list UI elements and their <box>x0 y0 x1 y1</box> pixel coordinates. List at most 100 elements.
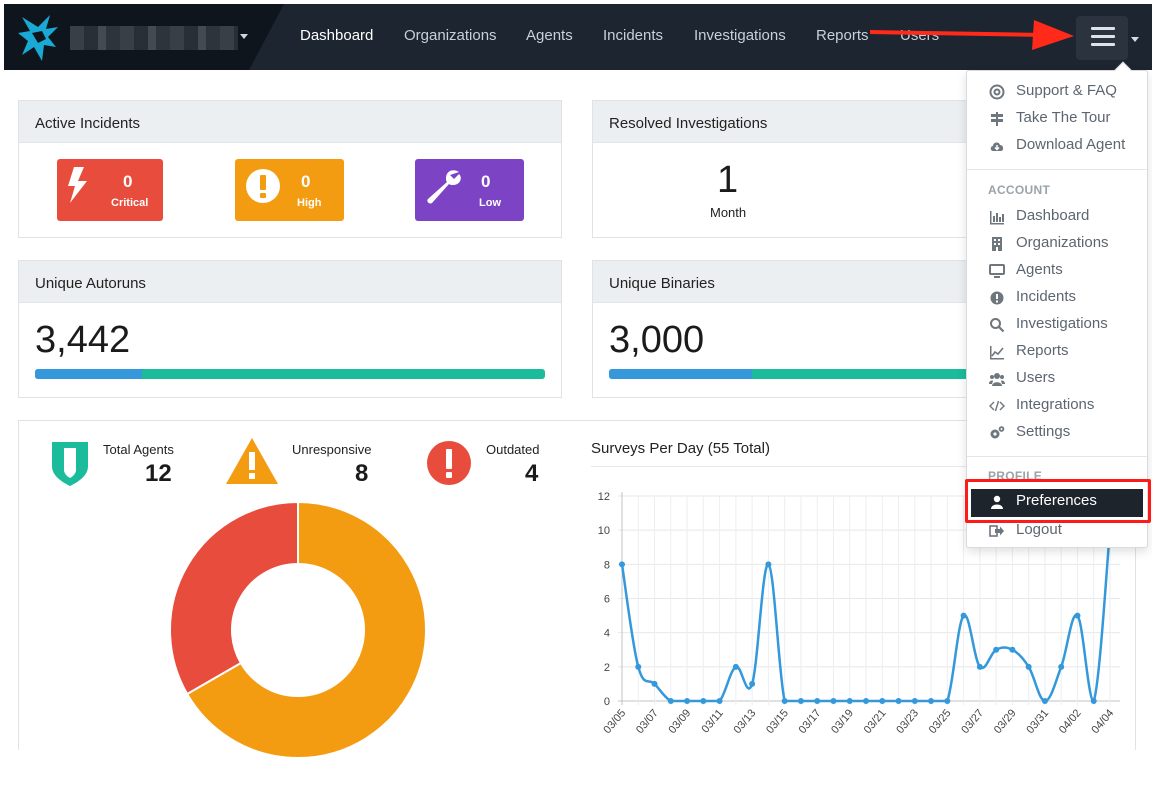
donut-slice-unresponsive[interactable] <box>185 500 427 759</box>
menu-item-settings[interactable]: Settings <box>967 422 1147 449</box>
data-point[interactable] <box>976 663 983 670</box>
building-icon <box>992 237 1002 251</box>
data-point[interactable] <box>1009 646 1016 653</box>
x-tick-label: 03/15 <box>764 707 791 736</box>
data-point[interactable] <box>846 698 853 704</box>
divider <box>967 456 1147 457</box>
sign-out-icon <box>989 525 1004 537</box>
x-tick-label: 03/17 <box>797 707 824 736</box>
code-icon <box>989 400 1005 412</box>
x-tick-label: 03/31 <box>1024 707 1051 736</box>
menu-item-label: Agents <box>1016 261 1063 278</box>
wrench-icon <box>427 170 461 204</box>
nav-dashboard[interactable]: Dashboard <box>300 27 374 44</box>
nav-agents[interactable]: Agents <box>526 27 573 44</box>
menu-item-tour[interactable]: Take The Tour <box>967 108 1147 135</box>
exclamation-icon <box>246 169 280 203</box>
menu-item-organizations[interactable]: Organizations <box>967 233 1147 260</box>
data-point[interactable] <box>667 698 674 704</box>
menu-item-investigations[interactable]: Investigations <box>967 314 1147 341</box>
menu-item-integrations[interactable]: Integrations <box>967 395 1147 422</box>
data-point[interactable] <box>765 561 772 568</box>
data-point[interactable] <box>1058 663 1065 670</box>
high-incidents-tile[interactable]: 0 High <box>235 159 344 221</box>
low-label: Low <box>479 197 501 209</box>
y-tick-label: 8 <box>604 559 610 571</box>
x-tick-label: 03/07 <box>634 707 661 736</box>
menu-toggle-button[interactable] <box>1076 16 1128 60</box>
menu-item-agents[interactable]: Agents <box>967 260 1147 287</box>
menu-item-reports[interactable]: Reports <box>967 341 1147 368</box>
nav-incidents[interactable]: Incidents <box>603 27 664 44</box>
alert-circle-icon <box>990 291 1004 305</box>
data-point[interactable] <box>911 698 918 704</box>
critical-incidents-tile[interactable]: 0 Critical <box>57 159 163 221</box>
y-tick-label: 10 <box>598 525 610 537</box>
outdated-label: Outdated <box>486 442 540 457</box>
y-tick-label: 4 <box>604 628 610 640</box>
data-point[interactable] <box>1025 663 1032 670</box>
data-point[interactable] <box>716 698 723 704</box>
x-tick-label: 03/29 <box>992 707 1019 736</box>
menu-item-users[interactable]: Users <box>967 368 1147 395</box>
resolved-period: Month <box>710 205 747 220</box>
data-point[interactable] <box>1090 698 1097 704</box>
high-count: 0 <box>301 172 311 191</box>
y-tick-label: 2 <box>604 662 610 674</box>
data-point[interactable] <box>814 698 821 704</box>
data-point[interactable] <box>960 612 967 619</box>
menu-item-dashboard[interactable]: Dashboard <box>967 206 1147 233</box>
data-point[interactable] <box>1041 698 1048 704</box>
monitor-icon <box>989 264 1005 278</box>
data-point[interactable] <box>928 698 935 704</box>
low-incidents-tile[interactable]: 0 Low <box>415 159 524 221</box>
autoruns-progress-bar <box>35 369 545 379</box>
chevron-down-icon[interactable] <box>1131 37 1139 42</box>
line-chart-icon <box>990 346 1004 360</box>
x-tick-label: 04/04 <box>1089 707 1116 736</box>
organization-selector[interactable] <box>70 26 238 50</box>
data-point[interactable] <box>830 698 837 704</box>
cloud-download-icon <box>990 142 1004 151</box>
data-point[interactable] <box>1074 612 1081 619</box>
menu-item-download-agent[interactable]: Download Agent <box>967 135 1147 162</box>
menu-item-label: Users <box>1016 369 1056 386</box>
x-tick-label: 03/27 <box>959 707 986 736</box>
donut-slice-outdated[interactable] <box>169 500 299 696</box>
x-tick-label: 03/13 <box>732 707 759 736</box>
menu-item-label: Take The Tour <box>1016 109 1111 126</box>
data-point[interactable] <box>732 663 739 670</box>
data-point[interactable] <box>993 646 1000 653</box>
data-point[interactable] <box>700 698 707 704</box>
menu-item-label: Logout <box>1016 521 1062 538</box>
x-tick-label: 04/02 <box>1057 707 1084 736</box>
data-point[interactable] <box>797 698 804 704</box>
warning-icon <box>226 438 278 484</box>
menu-item-preferences[interactable]: Preferences <box>971 489 1143 517</box>
data-point[interactable] <box>684 698 691 704</box>
menu-item-label: Organizations <box>1016 234 1109 251</box>
data-point[interactable] <box>635 663 642 670</box>
annotation-highlight-box <box>965 479 1151 523</box>
outdated-value: 4 <box>525 460 539 487</box>
menu-item-incidents[interactable]: Incidents <box>967 287 1147 314</box>
data-point[interactable] <box>944 698 951 704</box>
low-count: 0 <box>481 172 491 191</box>
logo-icon[interactable] <box>16 11 60 63</box>
nav-reports[interactable]: Reports <box>816 27 869 44</box>
data-point[interactable] <box>749 680 756 687</box>
divider <box>967 169 1147 170</box>
data-point[interactable] <box>619 561 625 568</box>
menu-item-support[interactable]: Support & FAQ <box>967 81 1147 108</box>
data-point[interactable] <box>781 698 788 704</box>
chevron-down-icon[interactable] <box>240 34 248 39</box>
data-point[interactable] <box>879 698 886 704</box>
data-point[interactable] <box>651 680 658 687</box>
data-point[interactable] <box>895 698 902 704</box>
data-point[interactable] <box>863 698 869 704</box>
menu-item-logout[interactable]: Logout <box>967 520 1147 547</box>
nav-investigations[interactable]: Investigations <box>694 27 786 44</box>
nav-organizations[interactable]: Organizations <box>404 27 497 44</box>
gears-icon <box>990 426 1005 439</box>
